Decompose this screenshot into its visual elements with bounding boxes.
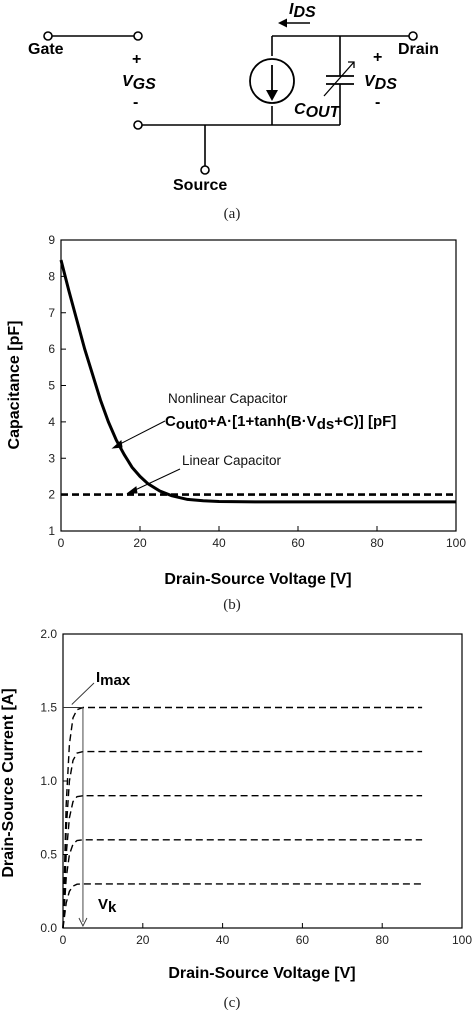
- y-tick-label: 1.5: [40, 701, 57, 715]
- vk-arrowhead: [78, 917, 88, 928]
- dashed-series-line: [62, 883, 423, 929]
- x-tick-label: 20: [133, 536, 147, 550]
- dashed-series-line: [62, 795, 423, 929]
- y-axis-title: Drain-Source Current [A]: [0, 688, 17, 877]
- nonlinear-annotation: Nonlinear Capacitor: [168, 391, 288, 406]
- y-tick-label: 4: [48, 415, 55, 429]
- caption-b: (b): [223, 597, 241, 613]
- gate-label: Gate: [28, 41, 64, 58]
- y-tick-label: 3: [48, 451, 55, 465]
- x-tick-label: 20: [136, 933, 150, 947]
- variable-capacitor: [323, 61, 355, 97]
- x-tick-label: 100: [446, 536, 466, 550]
- imax-label: Imax: [96, 669, 131, 689]
- dashed-series-line: [62, 839, 423, 929]
- y-tick-label: 5: [48, 379, 55, 393]
- terminals: [43, 31, 418, 175]
- x-tick-label: 60: [296, 933, 310, 947]
- imax-vk-markers: [63, 682, 95, 928]
- vds-minus: -: [375, 94, 380, 111]
- ids-label: IDS: [289, 1, 316, 21]
- y-tick-label: 2: [48, 488, 55, 502]
- y-tick-label: 7: [48, 306, 55, 320]
- circuit-diagram: Gate Drain Source + VGS - + VDS - COUT I…: [28, 1, 439, 222]
- x-tick-label: 40: [216, 933, 230, 947]
- annotation-arrows: [111, 420, 181, 494]
- y-tick-label: 8: [48, 269, 55, 283]
- x-tick-label: 80: [376, 933, 390, 947]
- source-label: Source: [173, 177, 227, 194]
- current-chart: 0 20 40 60 80 100 0.0 0.5 1.0 1.5 2.0 Imax Vk Drai…: [0, 627, 472, 1010]
- circuit-wires: [48, 35, 413, 168]
- x-tick-label: 0: [60, 933, 67, 947]
- formula-annotation: Cout0+A·[1+tanh(B·Vds+C)] [pF]: [165, 413, 396, 433]
- y-tick-label: 1.0: [40, 774, 57, 788]
- x-axis-title: Drain-Source Voltage [V]: [168, 965, 355, 982]
- x-tick-label: 40: [212, 536, 226, 550]
- y-tick-label: 0.0: [40, 921, 57, 935]
- vds-plus: +: [373, 49, 382, 66]
- dashed-series-line: [62, 706, 423, 929]
- y-tick-label: 9: [48, 233, 55, 247]
- imax-pointer: [71, 682, 95, 705]
- y-tick-label: 6: [48, 342, 55, 356]
- vgs-minus: -: [133, 94, 138, 111]
- vk-label: Vk: [98, 896, 117, 916]
- vgs-label: VGS: [122, 73, 156, 93]
- x-tick-label: 100: [452, 933, 472, 947]
- y-tick-label: 1: [48, 524, 55, 538]
- current-source: [249, 58, 295, 104]
- drain-label: Drain: [398, 41, 439, 58]
- x-tick-label: 0: [58, 536, 65, 550]
- x-tick-label: 60: [291, 536, 305, 550]
- caption-c: (c): [224, 995, 241, 1010]
- vds-label: VDS: [364, 73, 397, 93]
- capacitance-chart: 0 20 40 60 80 100 1 2 3 4 5 6 7 8 9 Drain-Source Volta…: [6, 233, 466, 613]
- cout-label: COUT: [294, 101, 341, 121]
- y-tick-label: 2.0: [40, 627, 57, 641]
- vgs-plus: +: [132, 51, 141, 68]
- x-tick-label: 80: [370, 536, 384, 550]
- y-axis-title: Capacitance [pF]: [6, 321, 23, 450]
- ids-arrow: [278, 18, 310, 28]
- plot-frame: [60, 239, 457, 532]
- caption-a: (a): [224, 206, 241, 222]
- x-axis-title: Drain-Source Voltage [V]: [164, 571, 351, 588]
- y-tick-label: 0.5: [40, 848, 57, 862]
- linear-annotation: Linear Capacitor: [182, 453, 282, 468]
